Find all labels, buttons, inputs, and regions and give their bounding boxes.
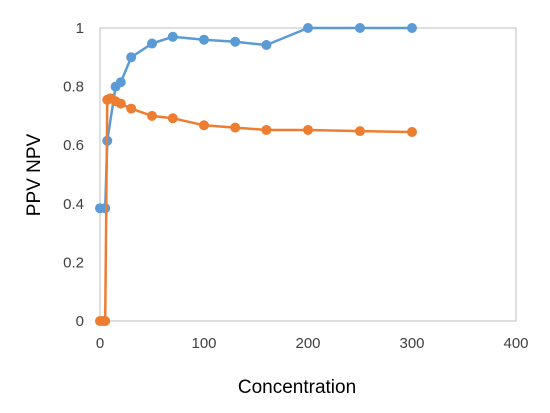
y-tick-label: 0.8 [63, 79, 84, 96]
series-layer [95, 23, 417, 326]
data-point [303, 23, 313, 33]
data-point [147, 110, 157, 121]
data-point [199, 34, 209, 45]
data-point [407, 23, 417, 33]
data-point [115, 77, 126, 88]
x-tick-label: 100 [191, 335, 216, 352]
data-point [303, 124, 313, 135]
y-tick-label: 0 [76, 313, 84, 330]
data-point [126, 103, 137, 114]
plot-area [99, 27, 517, 322]
x-tick-label: 0 [96, 335, 104, 352]
data-point [261, 124, 272, 135]
data-point [199, 120, 209, 131]
y-tick-label: 0.2 [63, 254, 84, 271]
y-tick-label: 1 [76, 20, 84, 37]
data-point [261, 39, 272, 50]
y-tick-label: 0.4 [63, 196, 84, 213]
series-line [100, 97, 413, 323]
data-point [167, 31, 178, 42]
data-point [115, 98, 126, 109]
data-point [147, 38, 157, 49]
y-axis-title: PPV NPV [24, 133, 45, 216]
data-point [230, 36, 241, 47]
data-point [355, 23, 365, 33]
data-point [126, 52, 137, 63]
x-axis: 0 100 200 300 400 [96, 335, 529, 352]
x-tick-label: 300 [399, 335, 424, 352]
x-tick-label: 400 [503, 335, 528, 352]
data-point [100, 316, 111, 326]
series-1 [95, 23, 417, 214]
data-point [355, 126, 365, 137]
x-axis-title: Concentration [238, 377, 356, 398]
series-line [100, 26, 412, 210]
y-tick-label: 0.6 [63, 137, 84, 154]
x-tick-label: 200 [295, 335, 320, 352]
data-point [167, 113, 178, 124]
series-2 [95, 93, 417, 326]
data-point [230, 122, 241, 133]
data-point [407, 127, 417, 138]
y-axis: 0 0.2 0.4 0.6 0.8 1 [63, 20, 84, 330]
